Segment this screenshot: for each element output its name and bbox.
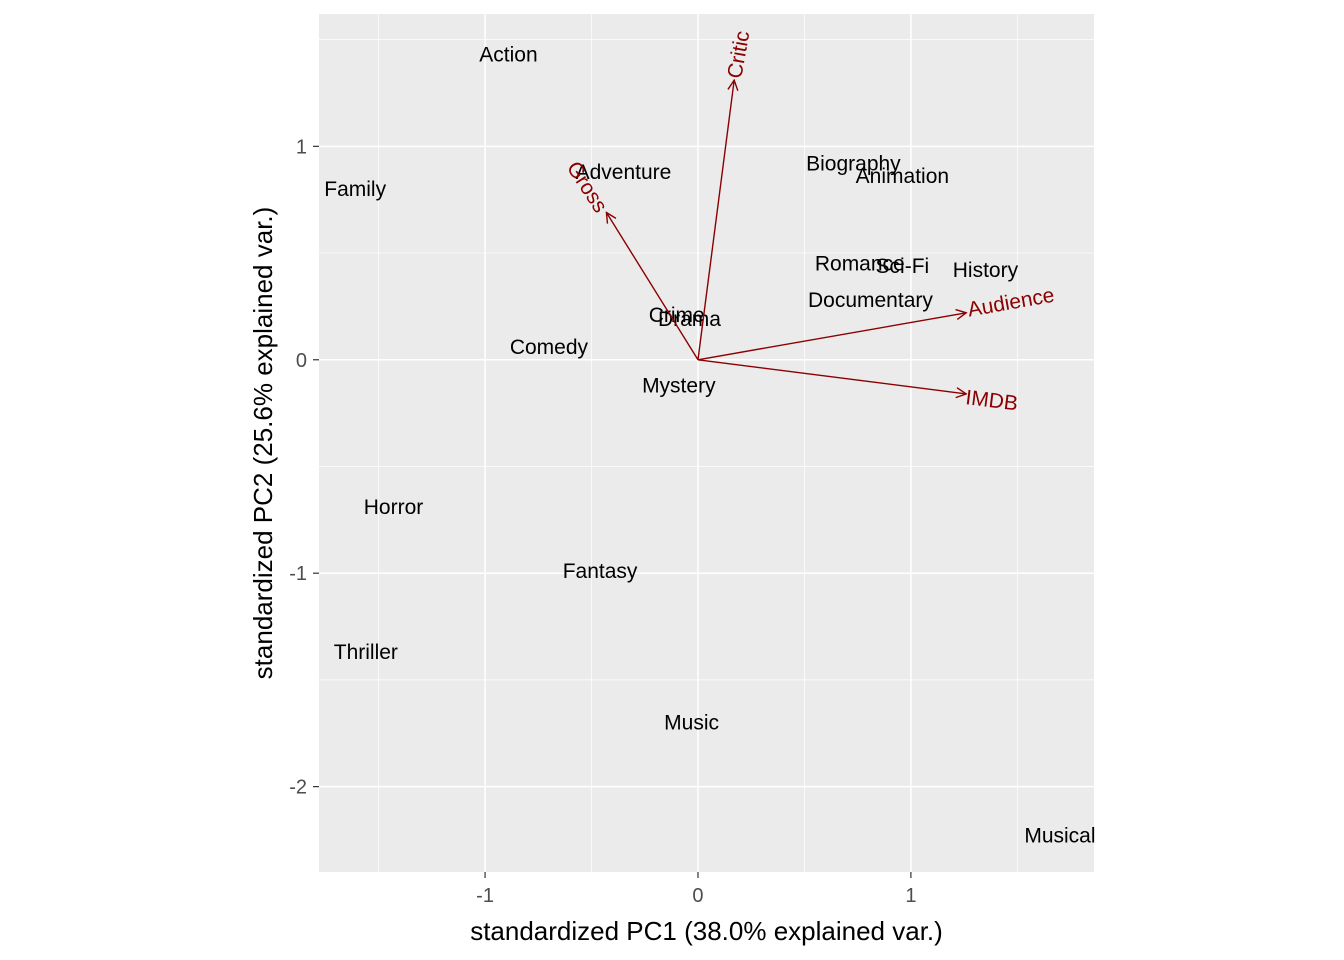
y-tick-label: -1 — [289, 563, 307, 585]
loading-arrow — [697, 313, 966, 361]
point-label: Sci-Fi — [876, 255, 930, 278]
point-label: Animation — [856, 165, 949, 188]
y-tick-label: 0 — [296, 350, 307, 372]
x-tick-label: 1 — [905, 885, 916, 907]
point-label: Adventure — [576, 161, 672, 184]
point-label: Family — [324, 178, 386, 201]
loading-arrow — [697, 359, 966, 394]
y-tick-label: 1 — [296, 136, 307, 158]
loading-arrow — [697, 80, 734, 360]
point-label: Fantasy — [563, 560, 638, 583]
point-label: Thriller — [334, 641, 398, 664]
point-label: Action — [479, 44, 537, 67]
y-tick-label: -2 — [289, 777, 307, 799]
x-tick-label: 0 — [692, 885, 703, 907]
loading-arrow — [606, 212, 699, 361]
y-axis-title: standardized PC2 (25.6% explained var.) — [248, 207, 278, 680]
point-label: Mystery — [642, 374, 716, 397]
x-tick-label: -1 — [476, 885, 494, 907]
point-label: Documentary — [808, 289, 933, 312]
point-label: Music — [664, 712, 719, 735]
point-label: Crime — [649, 304, 705, 327]
plot-panel — [319, 14, 1094, 872]
point-label: Horror — [364, 496, 424, 519]
point-label: Musical — [1024, 825, 1095, 848]
point-label: Drama — [658, 308, 721, 331]
point-label: Romance — [815, 253, 905, 276]
grid-minor — [319, 14, 1094, 872]
point-label: History — [953, 259, 1019, 282]
x-axis-title: standardized PC1 (38.0% explained var.) — [470, 916, 943, 946]
grid-major — [319, 14, 1094, 872]
point-label: Comedy — [510, 336, 589, 359]
point-label: Biography — [806, 152, 901, 175]
axis-ticks: -1 0 1 -2 -1 0 1 — [289, 136, 916, 907]
